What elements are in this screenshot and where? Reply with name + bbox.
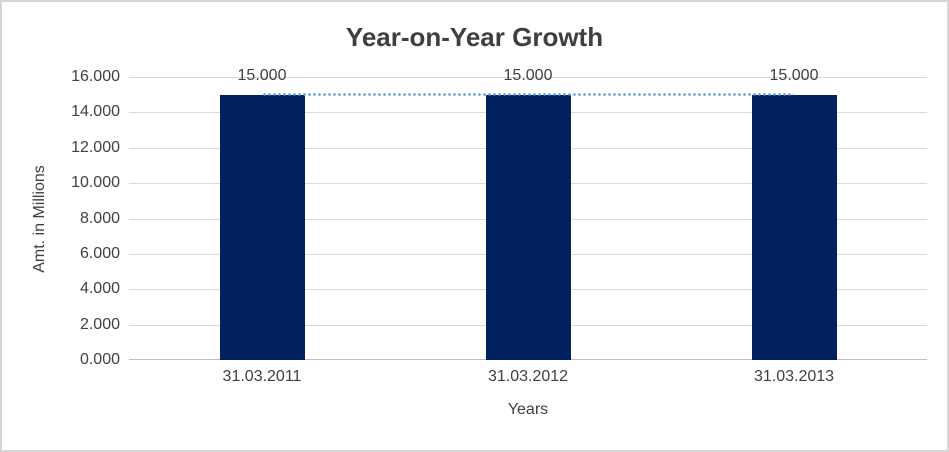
bar [751, 94, 837, 360]
chart-title: Year-on-Year Growth [345, 22, 604, 52]
trendline [262, 92, 794, 96]
gridline [129, 77, 927, 78]
data-label: 15.000 [503, 67, 553, 84]
y-tick-label: 16.000 [71, 68, 120, 85]
y-tick-label: 0.000 [79, 351, 120, 368]
x-tick-label: 31.03.2011 [222, 368, 302, 385]
y-tick-label: 2.000 [79, 316, 120, 333]
y-tick-label: 8.000 [79, 210, 120, 227]
x-tick-label: 31.03.2013 [753, 368, 835, 385]
plot-area: 15.000 31.03.2011 15.000 31.03.2012 15.000 31… [129, 67, 927, 385]
bar [485, 94, 571, 360]
x-axis-title: Years [507, 401, 549, 418]
y-tick-label: 4.000 [79, 280, 120, 297]
x-tick-label: 31.03.2012 [487, 368, 569, 385]
data-label: 15.000 [769, 67, 819, 84]
y-tick-label: 6.000 [79, 245, 120, 262]
data-label: 15.000 [237, 67, 287, 84]
y-tick-label: 10.000 [71, 174, 120, 191]
bar [219, 94, 305, 360]
y-tick-label: 12.000 [71, 139, 120, 156]
y-tick-label: 14.000 [71, 103, 120, 120]
